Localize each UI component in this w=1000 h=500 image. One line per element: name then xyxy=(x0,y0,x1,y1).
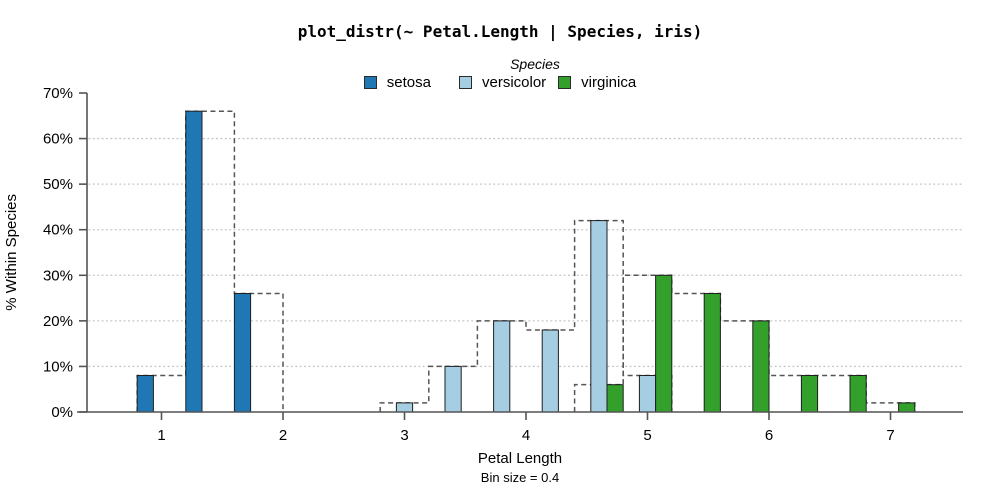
bar-virginica-5.6 xyxy=(752,320,770,413)
svg-text:1: 1 xyxy=(157,427,165,444)
bar-versicolor-3.6 xyxy=(493,320,511,413)
x-axis-title: Petal Length xyxy=(477,450,563,467)
bar-virginica-6.8 xyxy=(898,402,916,413)
legend-item-virginica: virginica xyxy=(558,74,636,91)
virginica-swatch-icon xyxy=(558,76,572,89)
svg-text:70%: 70% xyxy=(43,85,73,102)
svg-text:20%: 20% xyxy=(43,313,73,330)
bar-virginica-5.2 xyxy=(703,293,721,413)
bar-setosa-0.8 xyxy=(136,375,154,413)
svg-text:30%: 30% xyxy=(43,267,73,284)
bar-virginica-6 xyxy=(800,375,819,413)
legend: Species setosa versicolor virginica xyxy=(0,57,1000,91)
bar-versicolor-4.4 xyxy=(590,220,608,413)
svg-text:6: 6 xyxy=(765,427,773,444)
setosa-swatch-icon xyxy=(363,76,377,89)
svg-text:0%: 0% xyxy=(51,404,73,421)
bin-size-note: Bin size = 0.4 xyxy=(480,470,560,485)
bars xyxy=(136,110,916,413)
legend-item-versicolor: versicolor xyxy=(458,74,547,91)
svg-text:60%: 60% xyxy=(43,131,73,148)
bar-versicolor-3.2 xyxy=(444,365,462,413)
svg-text:7: 7 xyxy=(886,427,894,444)
y-axis-title: % Within Species xyxy=(2,194,20,311)
legend-label-virginica: virginica xyxy=(581,74,637,91)
chart-title: plot_distr(~ Petal.Length | Species, iri… xyxy=(297,22,703,41)
bar-versicolor-4.8 xyxy=(638,375,657,413)
bar-versicolor-4 xyxy=(541,329,559,413)
gridlines xyxy=(88,137,964,368)
svg-text:50%: 50% xyxy=(43,176,73,193)
legend-label-setosa: setosa xyxy=(386,74,431,91)
tick-labels: 0% 10% 20% 30% 40% 50% 60% 70% 1 2 3 4 5 6 7 xyxy=(43,85,895,444)
bar-virginica-6.4 xyxy=(849,375,867,413)
bar-virginica-4.8 xyxy=(655,274,673,413)
legend-item-setosa: setosa xyxy=(363,74,431,91)
axes xyxy=(77,92,963,420)
svg-text:5: 5 xyxy=(643,427,651,444)
bar-versicolor-2.8 xyxy=(395,402,414,413)
legend-label-versicolor: versicolor xyxy=(481,74,547,91)
legend-row: setosa versicolor virginica xyxy=(363,74,636,91)
svg-text:10%: 10% xyxy=(43,358,73,375)
svg-text:40%: 40% xyxy=(43,222,73,239)
svg-text:4: 4 xyxy=(522,427,530,444)
svg-text:3: 3 xyxy=(400,427,408,444)
bar-virginica-4.4 xyxy=(606,384,624,413)
versicolor-swatch-icon xyxy=(458,76,472,89)
legend-title: Species xyxy=(510,56,560,72)
svg-text:2: 2 xyxy=(279,427,287,444)
bar-setosa-1.2 xyxy=(185,110,203,413)
bar-setosa-1.6 xyxy=(233,293,252,413)
